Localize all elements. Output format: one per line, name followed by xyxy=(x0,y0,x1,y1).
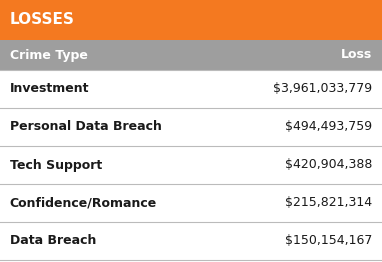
Text: Confidence/Romance: Confidence/Romance xyxy=(10,196,157,210)
Text: $215,821,314: $215,821,314 xyxy=(285,196,372,210)
Text: $494,493,759: $494,493,759 xyxy=(285,121,372,134)
Bar xyxy=(0,40,382,70)
Bar xyxy=(0,0,382,40)
Text: Tech Support: Tech Support xyxy=(10,159,102,172)
Text: Crime Type: Crime Type xyxy=(10,48,87,62)
Bar xyxy=(0,222,382,260)
Text: Investment: Investment xyxy=(10,83,89,96)
Text: $420,904,388: $420,904,388 xyxy=(285,159,372,172)
Bar xyxy=(0,108,382,146)
Bar xyxy=(0,70,382,108)
Text: Loss: Loss xyxy=(341,48,372,62)
Text: LOSSES: LOSSES xyxy=(10,13,74,28)
Text: $3,961,033,779: $3,961,033,779 xyxy=(274,83,372,96)
Text: $150,154,167: $150,154,167 xyxy=(285,234,372,248)
Text: Data Breach: Data Breach xyxy=(10,234,96,248)
Bar xyxy=(0,184,382,222)
Bar xyxy=(0,146,382,184)
Text: Personal Data Breach: Personal Data Breach xyxy=(10,121,162,134)
